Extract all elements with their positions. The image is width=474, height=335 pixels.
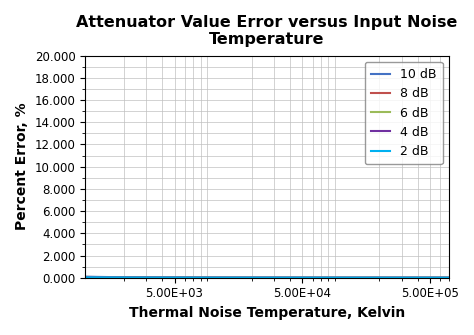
Line: 6 dB: 6 dB [85,277,449,278]
2 dB [314,276,320,280]
2 dB [395,276,401,280]
6 dB [314,276,320,280]
X-axis label: Thermal Noise Temperature, Kelvin: Thermal Noise Temperature, Kelvin [129,306,405,320]
6 dB [395,276,401,280]
6 dB [303,276,309,280]
2 dB [303,276,309,280]
4 dB [105,275,110,279]
10 dB [395,276,401,280]
2 dB [82,275,88,279]
10 dB [293,276,299,280]
2 dB [293,276,299,280]
10 dB [358,276,364,280]
4 dB [314,276,320,280]
10 dB [314,276,320,280]
6 dB [293,276,299,280]
4 dB [395,276,401,280]
Legend: 10 dB, 8 dB, 6 dB, 4 dB, 2 dB: 10 dB, 8 dB, 6 dB, 4 dB, 2 dB [365,62,443,164]
6 dB [358,276,364,280]
8 dB [293,276,299,280]
8 dB [395,276,401,280]
4 dB [293,276,299,280]
10 dB [105,275,110,279]
4 dB [303,276,309,280]
2 dB [358,276,364,280]
8 dB [314,276,320,280]
2 dB [105,275,110,279]
6 dB [446,276,452,280]
Line: 10 dB: 10 dB [85,277,449,278]
8 dB [303,276,309,280]
4 dB [82,275,88,279]
10 dB [303,276,309,280]
4 dB [358,276,364,280]
10 dB [446,276,452,280]
4 dB [446,276,452,280]
Line: 4 dB: 4 dB [85,277,449,278]
8 dB [446,276,452,280]
8 dB [358,276,364,280]
8 dB [82,275,88,279]
6 dB [105,275,110,279]
10 dB [82,275,88,279]
8 dB [105,275,110,279]
2 dB [446,276,452,280]
Line: 2 dB: 2 dB [85,277,449,278]
Title: Attenuator Value Error versus Input Noise
Temperature: Attenuator Value Error versus Input Nois… [76,15,458,47]
6 dB [82,275,88,279]
Y-axis label: Percent Error, %: Percent Error, % [15,103,29,230]
Line: 8 dB: 8 dB [85,277,449,278]
